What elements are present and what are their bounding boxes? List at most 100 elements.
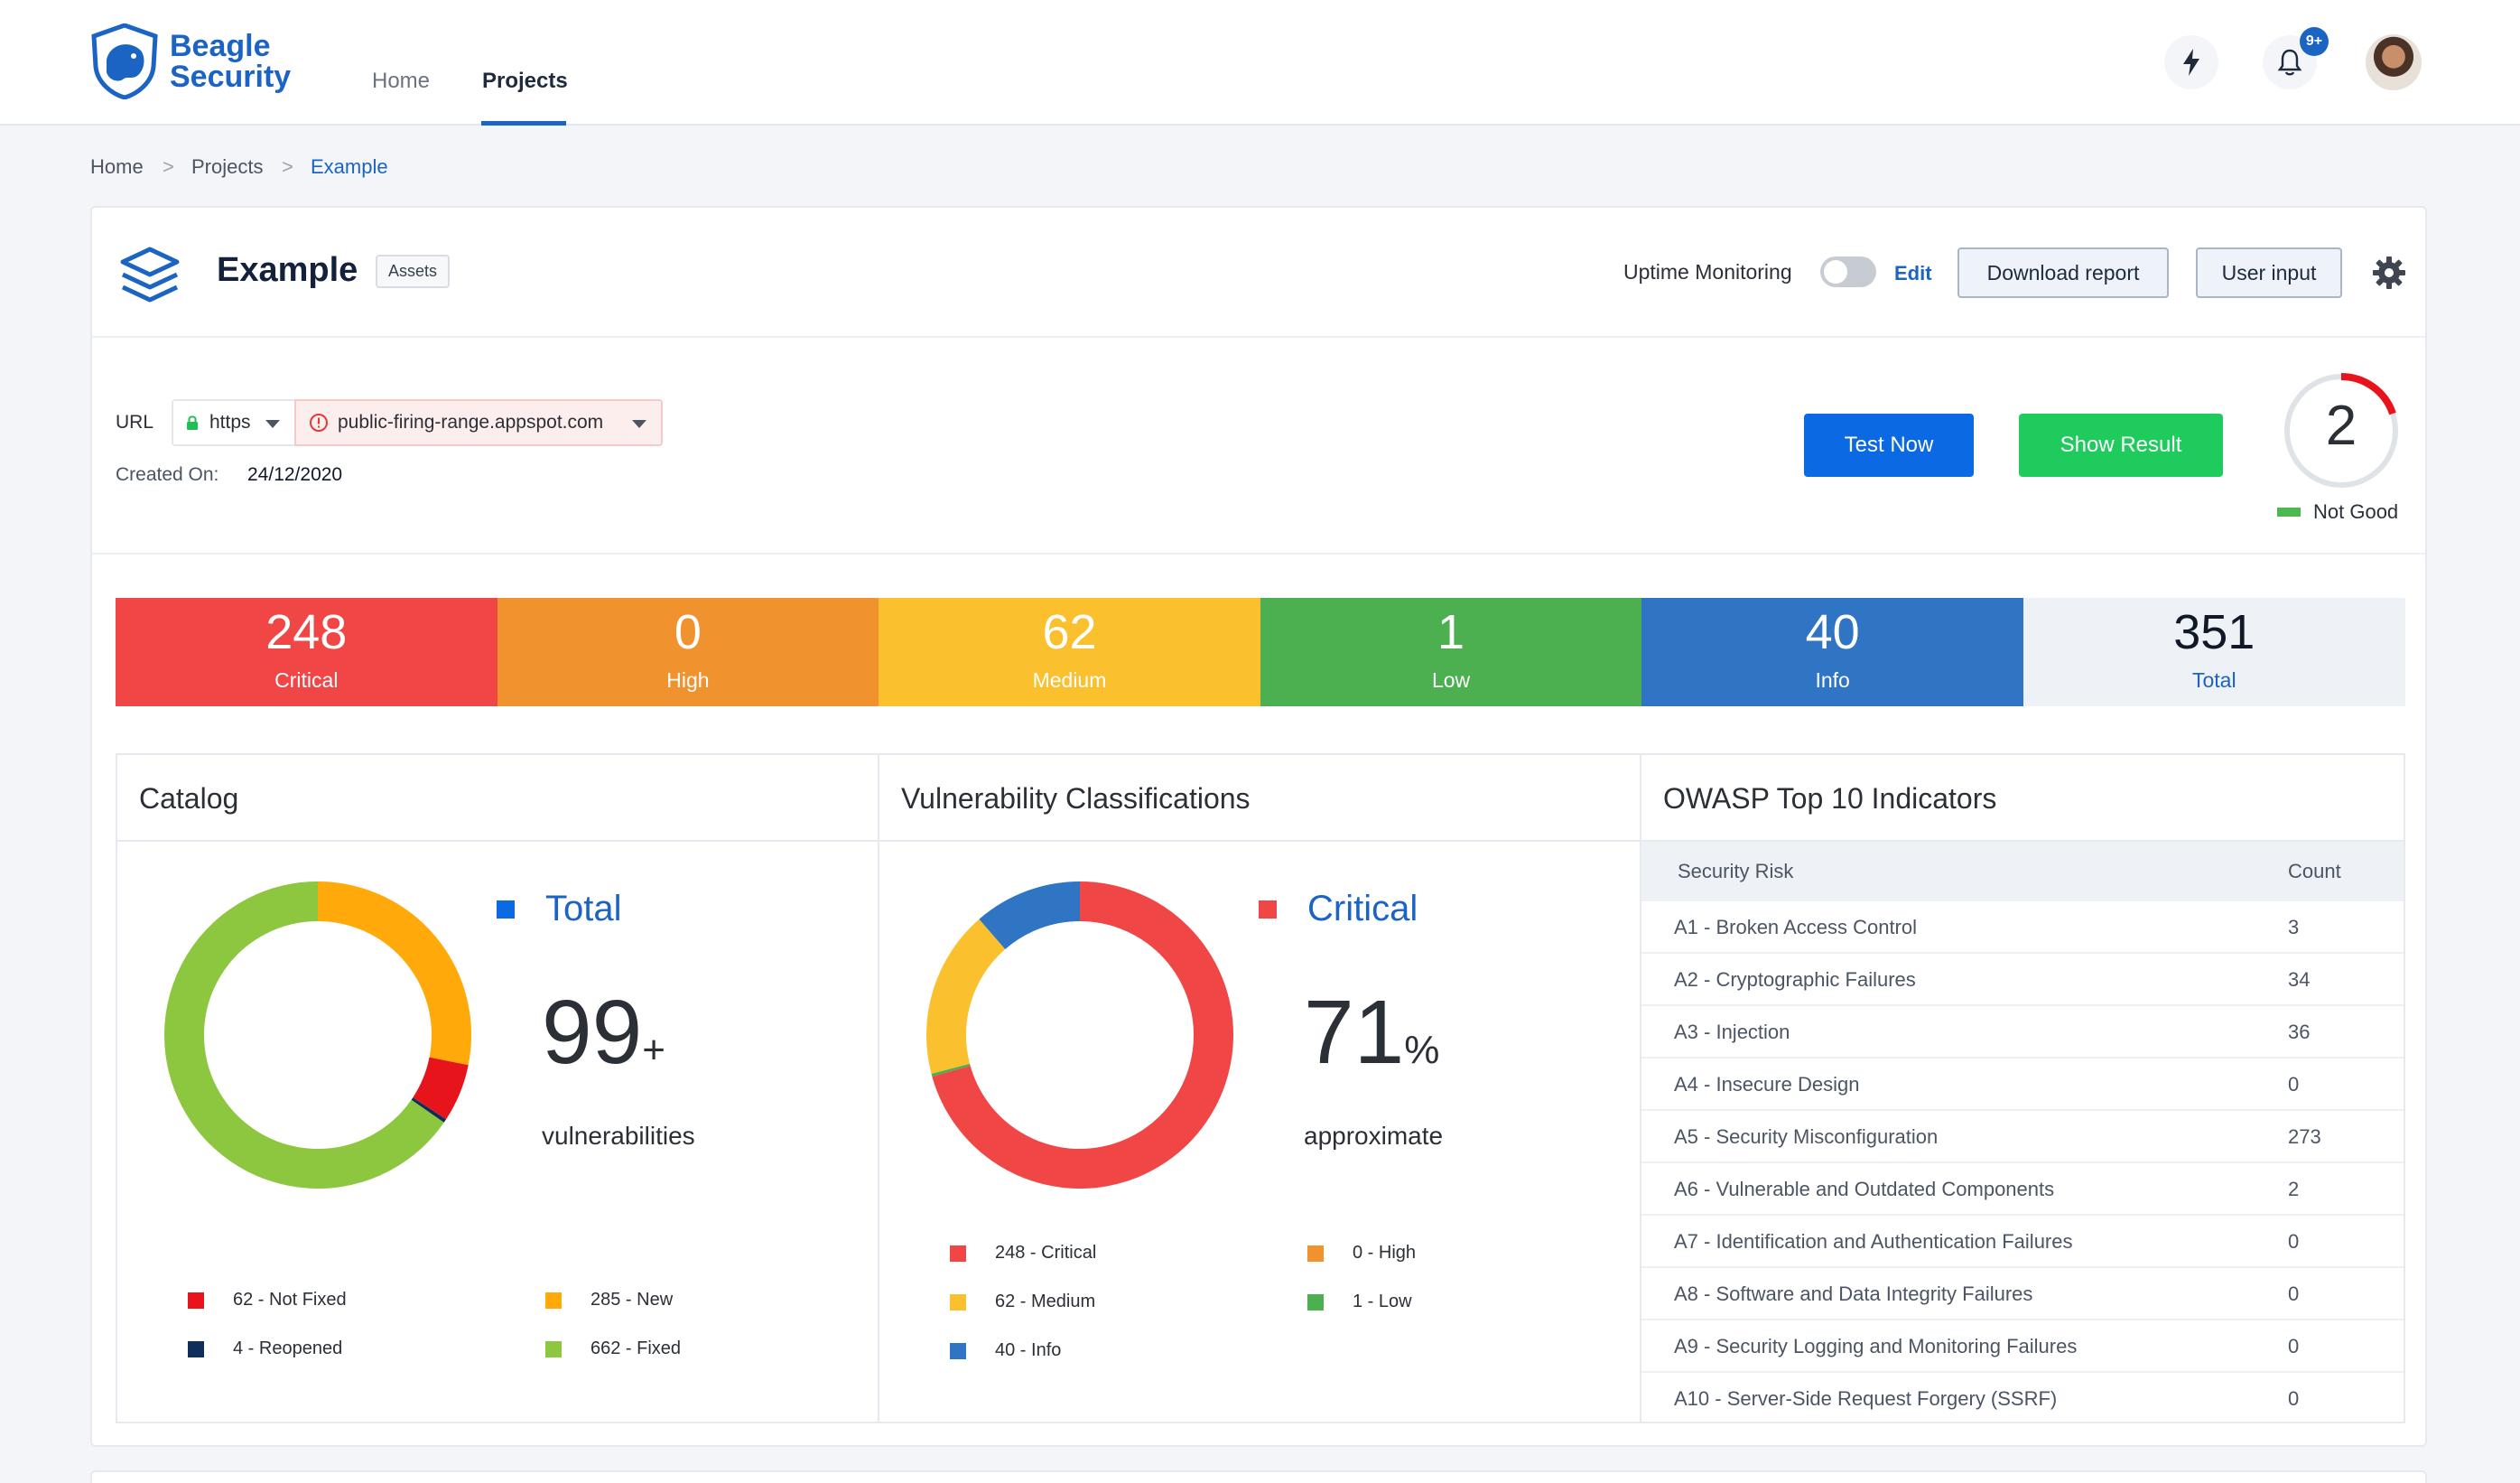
- legend-label: 0 - High: [1353, 1243, 1417, 1263]
- nav-tab-projects[interactable]: Projects: [482, 69, 568, 93]
- catalog-big-number: 99+: [542, 983, 665, 1100]
- catalog-legend-item: 662 - Fixed: [545, 1338, 681, 1359]
- classifications-legend-item: 248 - Critical: [950, 1243, 1096, 1264]
- panel-divider: [117, 840, 878, 842]
- user-input-button[interactable]: User input: [2196, 247, 2342, 298]
- created-on-label: Created On:: [116, 464, 219, 485]
- download-report-button[interactable]: Download report: [1957, 247, 2169, 298]
- classifications-legend-item: 40 - Info: [950, 1340, 1061, 1361]
- catalog-legend-item: 62 - Not Fixed: [188, 1290, 347, 1310]
- breadcrumb-separator: >: [282, 155, 293, 178]
- protocol-select[interactable]: https: [172, 399, 296, 446]
- severity-tile-low[interactable]: 1 Low: [1260, 598, 1642, 706]
- severity-count: 62: [1042, 605, 1097, 659]
- severity-label: Info: [1815, 668, 1850, 692]
- catalog-donut-chart: [164, 881, 471, 1189]
- table-row[interactable]: A2 - Cryptographic Failures 34: [1641, 954, 2404, 1006]
- donut-slice: [411, 1097, 447, 1123]
- severity-label: Total: [2191, 668, 2236, 692]
- severity-tile-critical[interactable]: 248 Critical: [116, 598, 497, 706]
- big-number-value: 71: [1304, 982, 1405, 1083]
- show-result-button[interactable]: Show Result: [2019, 414, 2223, 477]
- catalog-legend-item: 4 - Reopened: [188, 1338, 342, 1359]
- severity-tile-total[interactable]: 351 Total: [2023, 598, 2405, 706]
- test-now-button[interactable]: Test Now: [1804, 414, 1974, 477]
- legend-swatch: [950, 1293, 966, 1310]
- severity-tile-info[interactable]: 40 Info: [1641, 598, 2023, 706]
- table-row[interactable]: A9 - Security Logging and Monitoring Fai…: [1641, 1320, 2404, 1373]
- breadcrumb-separator: >: [163, 155, 174, 178]
- user-avatar[interactable]: [2366, 34, 2422, 90]
- table-row[interactable]: A1 - Broken Access Control 3: [1641, 901, 2404, 954]
- breadcrumb-projects[interactable]: Projects: [191, 155, 264, 178]
- panel-title: Vulnerability Classifications: [901, 782, 1251, 815]
- table-row[interactable]: A4 - Insecure Design 0: [1641, 1059, 2404, 1111]
- legend-label: 285 - New: [590, 1290, 674, 1310]
- donut-slice: [317, 881, 471, 1066]
- risk-name: A6 - Vulnerable and Outdated Components: [1674, 1178, 2055, 1200]
- severity-label: Low: [1431, 668, 1471, 692]
- legend-swatch: [188, 1340, 204, 1357]
- info-divider: [92, 553, 2425, 555]
- risk-count: 0: [2288, 1230, 2300, 1253]
- risk-count: 3: [2288, 916, 2300, 938]
- severity-count: 248: [265, 605, 348, 659]
- brand-name-line1: Beagle: [170, 29, 271, 63]
- risk-name: A5 - Security Misconfiguration: [1674, 1125, 1939, 1148]
- classifications-legend-item: 1 - Low: [1307, 1292, 1412, 1312]
- risk-count: 0: [2288, 1282, 2300, 1305]
- host-select[interactable]: public-firing-range.appspot.com: [294, 399, 663, 446]
- severity-count: 0: [674, 605, 702, 659]
- legend-swatch: [545, 1292, 562, 1309]
- panel-divider: [1641, 840, 2404, 842]
- legend-swatch: [950, 1342, 966, 1359]
- risk-count: 2: [2288, 1178, 2300, 1200]
- severity-tile-high[interactable]: 0 High: [497, 598, 879, 706]
- severity-label: High: [666, 668, 710, 692]
- uptime-edit-link[interactable]: Edit: [1894, 262, 1932, 284]
- table-row[interactable]: A8 - Software and Data Integrity Failure…: [1641, 1268, 2404, 1320]
- header-divider: [92, 336, 2425, 338]
- legend-label: 62 - Medium: [995, 1292, 1096, 1311]
- gear-icon[interactable]: [2371, 255, 2407, 291]
- url-label: URL: [116, 412, 154, 433]
- table-row[interactable]: A6 - Vulnerable and Outdated Components 2: [1641, 1163, 2404, 1216]
- uptime-monitoring-toggle[interactable]: [1820, 256, 1876, 287]
- host-value: public-firing-range.appspot.com: [338, 412, 604, 433]
- classifications-big-number: 71%: [1304, 983, 1439, 1100]
- table-row[interactable]: A7 - Identification and Authentication F…: [1641, 1216, 2404, 1268]
- nav-tab-home[interactable]: Home: [372, 69, 431, 93]
- donut-slice: [412, 1057, 469, 1120]
- brand-name-line2: Security: [170, 60, 292, 94]
- severity-label: Critical: [274, 668, 339, 692]
- classifications-donut-chart: [926, 881, 1233, 1189]
- score-status-label: Not Good: [2313, 500, 2399, 523]
- catalog-subtitle: vulnerabilities: [542, 1122, 695, 1150]
- breadcrumb-current: Example: [311, 155, 388, 178]
- layers-icon: [120, 247, 180, 303]
- classifications-legend-title: Critical: [1259, 889, 1418, 929]
- classifications-subtitle: approximate: [1304, 1122, 1444, 1150]
- donut-slice: [931, 1063, 971, 1077]
- table-row[interactable]: A3 - Injection 36: [1641, 1006, 2404, 1059]
- risk-count: 0: [2288, 1073, 2300, 1096]
- severity-tile-medium[interactable]: 62 Medium: [879, 598, 1260, 706]
- table-row[interactable]: A5 - Security Misconfiguration 273: [1641, 1111, 2404, 1163]
- legend-label: 4 - Reopened: [233, 1338, 343, 1358]
- severity-count: 351: [2173, 605, 2255, 659]
- severity-count: 40: [1805, 605, 1860, 659]
- assets-tag[interactable]: Assets: [376, 255, 451, 288]
- notification-count-badge: 9+: [2300, 27, 2329, 56]
- quick-action-button[interactable]: [2164, 35, 2218, 89]
- brand-logo[interactable]: Beagle Security: [90, 23, 291, 99]
- legend-label: 248 - Critical: [995, 1243, 1097, 1263]
- risk-count: 34: [2288, 968, 2311, 991]
- table-row[interactable]: A10 - Server-Side Request Forgery (SSRF)…: [1641, 1373, 2404, 1425]
- classifications-legend-item: 62 - Medium: [950, 1292, 1095, 1312]
- risk-name: A1 - Broken Access Control: [1674, 916, 1918, 938]
- legend-swatch: [1307, 1245, 1324, 1262]
- risk-count: 273: [2288, 1125, 2321, 1148]
- project-title: Example: [217, 251, 358, 289]
- chevron-down-icon: [265, 420, 280, 428]
- breadcrumb-home[interactable]: Home: [90, 155, 144, 178]
